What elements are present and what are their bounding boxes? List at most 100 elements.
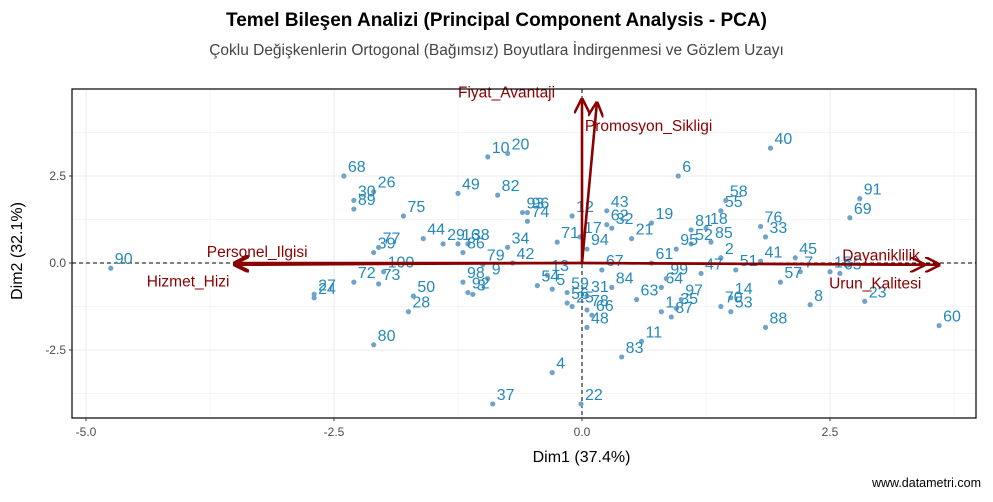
point-label: 76 (765, 209, 783, 226)
observation-point: 60 (936, 309, 961, 329)
x-axis-label: Dim1 (37.4%) (532, 449, 631, 466)
point-label: 27 (318, 277, 336, 294)
observation-point: 57 (777, 265, 802, 285)
point-marker (733, 267, 739, 273)
variable-label: Fiyat_Avantaji (458, 84, 555, 101)
point-marker (723, 197, 729, 203)
point-label: 67 (606, 253, 624, 270)
point-marker (584, 324, 590, 330)
observation-point: 95 (673, 232, 698, 252)
observation-point: 54 (534, 269, 559, 289)
point-label: 49 (462, 176, 480, 193)
observation-point: 34 (505, 230, 529, 250)
variable-label: Promosyon_Sikligi (585, 118, 713, 135)
point-label: 41 (765, 244, 783, 261)
point-marker (569, 303, 575, 310)
point-label: 25 (576, 290, 594, 307)
x-tick-label: -5.0 (76, 425, 97, 439)
point-marker (678, 296, 684, 303)
point-label: 93 (526, 196, 544, 213)
point-marker (584, 246, 590, 252)
point-label: 60 (943, 309, 961, 326)
point-label: 96 (531, 196, 549, 213)
point-label: 2 (725, 241, 734, 258)
point-label: 61 (655, 246, 673, 263)
point-marker (698, 270, 704, 277)
point-marker (762, 324, 769, 330)
point-label: 64 (665, 270, 683, 287)
point-label: 89 (358, 192, 376, 209)
point-label: 9 (492, 262, 501, 279)
point-marker (351, 197, 357, 203)
observation-point: 76 (757, 209, 783, 230)
observation-point: 63 (633, 283, 658, 303)
point-marker (405, 309, 411, 315)
point-label: 54 (541, 269, 559, 286)
point-marker (485, 154, 491, 160)
point-label: 18 (710, 211, 728, 228)
point-marker (400, 213, 407, 219)
point-label: 92 (472, 276, 490, 293)
point-label: 80 (378, 328, 396, 345)
point-label: 33 (770, 220, 788, 237)
point-label: 14 (735, 281, 753, 298)
point-label: 51 (740, 253, 758, 270)
arrow (580, 103, 597, 264)
point-label: 98 (467, 265, 485, 282)
point-marker (807, 302, 813, 308)
point-label: 1 (665, 295, 674, 312)
point-marker (658, 309, 664, 315)
point-label: 19 (655, 206, 673, 223)
observation-point: 47 (698, 256, 723, 277)
point-label: 71 (561, 225, 579, 242)
point-marker (465, 289, 471, 296)
observation-point: 35 (673, 291, 698, 311)
observation-point: 8 (807, 288, 823, 308)
point-label: 55 (725, 194, 743, 211)
point-marker (857, 196, 863, 202)
variable-vector: Promosyon_Sikligi (580, 103, 713, 264)
point-label: 52 (695, 227, 713, 244)
point-label: 42 (517, 246, 535, 263)
point-label: 37 (497, 387, 515, 404)
point-marker (455, 241, 461, 247)
point-marker (718, 255, 724, 261)
observation-point: 23 (862, 284, 887, 304)
observation-point: 49 (455, 176, 480, 196)
observation-point: 99 (663, 262, 688, 282)
observation-point: 21 (629, 222, 653, 242)
point-label: 88 (770, 310, 788, 327)
point-label: 26 (378, 175, 396, 192)
point-label: 29 (447, 227, 465, 244)
point-label: 30 (358, 183, 376, 200)
observation-point: 4 (549, 356, 565, 376)
point-marker (420, 236, 426, 242)
point-label: 24 (318, 281, 336, 298)
observation-point: 41 (757, 244, 783, 264)
observation-point: 71 (554, 225, 579, 245)
point-marker (569, 213, 575, 219)
observation-point: 93 (519, 196, 544, 216)
point-label: 83 (626, 340, 644, 357)
point-marker (544, 272, 550, 278)
observation-point: 44 (420, 222, 445, 242)
point-label: 68 (348, 159, 366, 176)
point-label: 70 (725, 290, 743, 307)
chart-subtitle: Çoklu Değişkenlerin Ortogonal (Bağımsız)… (209, 42, 784, 59)
point-marker (827, 269, 833, 275)
point-label: 45 (799, 241, 817, 258)
y-tick-label: 0.0 (49, 256, 66, 270)
point-label: 62 (611, 208, 629, 225)
x-tick-label: 0.0 (574, 425, 591, 439)
point-marker (490, 401, 496, 407)
observation-point: 74 (524, 204, 549, 224)
observation-point: 25 (569, 290, 594, 310)
point-marker (371, 249, 377, 256)
point-label: 58 (730, 183, 748, 200)
observation-point: 39 (371, 236, 396, 256)
observation-point: 9 (485, 262, 501, 282)
arrow (581, 263, 939, 265)
variable-label: Urun_Kalitesi (829, 276, 921, 293)
point-label: 59 (571, 276, 589, 293)
point-marker (599, 267, 605, 273)
